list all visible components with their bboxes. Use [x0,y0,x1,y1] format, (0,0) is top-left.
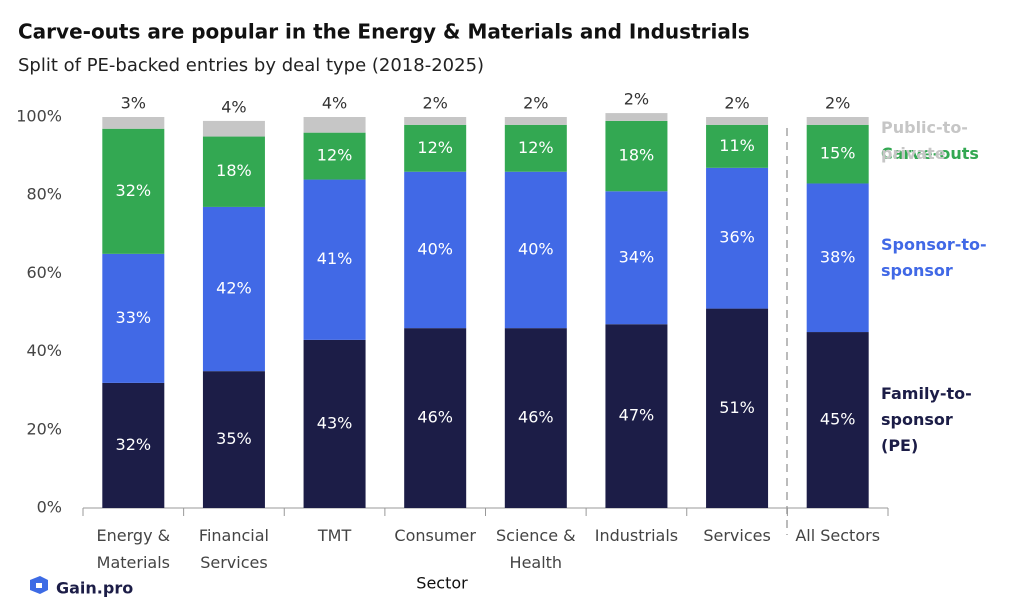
bar-segment [605,324,668,508]
bar-segment [504,171,567,329]
legend-label: Carve-outs [881,144,979,164]
value-label: 2% [422,94,447,113]
chart-subtitle: Split of PE-backed entries by deal type … [18,55,484,76]
value-label: 12% [518,138,554,157]
value-label: 32% [116,181,152,200]
bar-segment [404,171,467,329]
bar-segment [806,124,869,184]
value-label: 40% [417,239,453,258]
value-label: 33% [116,308,152,327]
bar-segment [303,117,366,133]
value-label: 12% [317,146,353,165]
bar-segment [706,308,769,508]
bar-segment [202,120,265,137]
bar-segment [404,117,467,125]
bar-segment [605,191,668,325]
x-tick-label: Science & Health [496,526,576,572]
value-label: 2% [523,94,548,113]
value-label: 4% [221,97,246,116]
bar-segment [202,371,265,508]
value-label: 15% [820,144,856,163]
bar-segment [504,117,567,125]
value-label: 46% [417,408,453,427]
bar-segment [102,117,165,129]
chart-title: Carve-outs are popular in the Energy & M… [18,20,750,44]
value-label: 2% [825,94,850,113]
value-label: 3% [121,94,146,113]
brand-name: Gain.pro [56,579,133,598]
value-label: 32% [116,435,152,454]
bar-segment [806,117,869,125]
value-label: 18% [619,146,655,165]
x-tick-label: Services [703,526,771,545]
value-label: 35% [216,429,252,448]
value-label: 41% [317,249,353,268]
bar-segment [605,113,668,121]
x-tick-label: Energy & Materials [96,526,171,572]
bar-segment [102,253,165,383]
value-label: 36% [719,228,755,247]
bar-segment [706,117,769,125]
value-label: 11% [719,136,755,155]
value-label: 34% [619,247,655,266]
bar-segment [102,382,165,508]
value-label: 40% [518,239,554,258]
legend-label: Public-to-private [881,118,968,163]
legend-label: Sponsor-to-sponsor [881,234,987,280]
y-tick-label: 40% [26,341,62,360]
legend-label: Family-to-sponsor (PE) [881,384,972,456]
value-label: 18% [216,161,252,180]
value-label: 42% [216,279,252,298]
x-tick-label: Consumer [394,526,476,545]
y-tick-label: 0% [37,498,62,517]
bar-segment [303,339,366,508]
bar-segment [202,136,265,207]
bar-segment [706,124,769,168]
x-tick-label: All Sectors [795,526,881,545]
x-tick-label: TMT [317,526,352,545]
bar-segment [404,124,467,172]
bar-segment [806,183,869,333]
x-tick-label: Industrials [594,526,679,545]
value-label: 38% [820,247,856,266]
x-axis-label: Sector [416,574,468,593]
bar-segment [504,124,567,172]
bar-segment [806,332,869,508]
bar-segment [404,328,467,508]
bar-segment [102,128,165,254]
bar-segment [706,167,769,309]
value-label: 47% [619,406,655,425]
value-label: 45% [820,410,856,429]
bar-segment [303,132,366,180]
value-label: 2% [624,90,649,109]
bar-segment [605,120,668,192]
value-label: 46% [518,408,554,427]
y-tick-label: 100% [16,107,62,126]
brand-logo [30,576,48,594]
value-label: 2% [724,94,749,113]
bar-segment [303,179,366,340]
y-tick-label: 20% [26,419,62,438]
y-tick-label: 80% [26,185,62,204]
bar-segment [202,206,265,372]
x-tick-label: Financial Services [198,526,269,572]
value-label: 51% [719,398,755,417]
bar-segment [504,328,567,508]
value-label: 43% [317,413,353,432]
value-label: 12% [417,138,453,157]
value-label: 4% [322,94,347,113]
y-tick-label: 60% [26,263,62,282]
